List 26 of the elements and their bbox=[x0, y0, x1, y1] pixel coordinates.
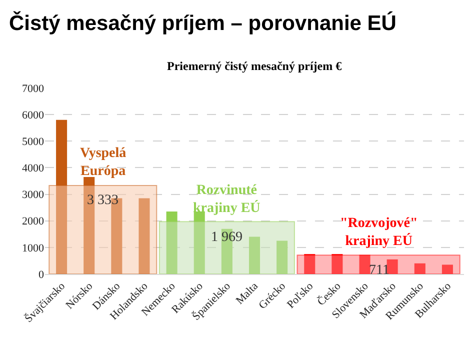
y-tick-label: 5000 bbox=[22, 136, 44, 148]
band-label: 3 333 bbox=[87, 193, 118, 208]
chart-title: Čistý mesačný príjem – porovnanie EÚ bbox=[9, 11, 396, 35]
y-tick-label: 1000 bbox=[22, 242, 44, 254]
y-tick-label: 3000 bbox=[22, 189, 44, 202]
annotation: Rozvinuté krajiny EÚ bbox=[193, 183, 260, 216]
y-tick-label: 2000 bbox=[22, 216, 44, 228]
bar bbox=[276, 240, 288, 274]
annotation: Vyspelá Európa bbox=[80, 146, 126, 180]
bar bbox=[84, 177, 95, 274]
bar bbox=[56, 120, 68, 274]
bar bbox=[304, 254, 316, 274]
y-tick-label: 4000 bbox=[22, 162, 44, 175]
bar bbox=[166, 212, 178, 274]
y-tick-label: 7000 bbox=[22, 82, 44, 95]
band-label: 1 969 bbox=[211, 230, 242, 245]
y-tick-label: 0 bbox=[38, 268, 44, 281]
bar bbox=[138, 198, 150, 274]
bar bbox=[248, 236, 260, 274]
bar bbox=[359, 254, 370, 274]
bar bbox=[332, 254, 343, 274]
annotation: "Rozvojové" krajiny EÚ bbox=[340, 216, 418, 250]
bar bbox=[414, 263, 426, 274]
bar bbox=[442, 264, 453, 274]
y-tick-label: 6000 bbox=[22, 109, 44, 122]
chart-subtitle: Priemerný čistý mesačný príjem € bbox=[167, 59, 342, 73]
